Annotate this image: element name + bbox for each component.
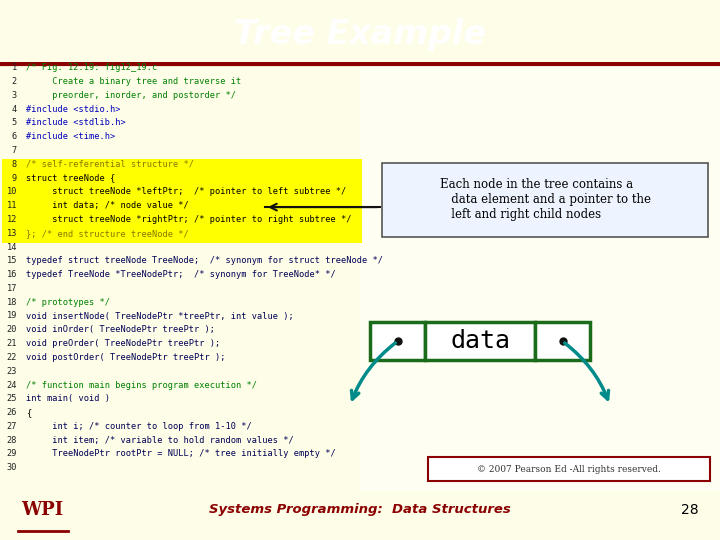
Text: 1: 1 <box>12 63 17 72</box>
Text: #include <stdio.h>: #include <stdio.h> <box>26 105 120 113</box>
Text: WPI: WPI <box>22 501 64 519</box>
Text: 7: 7 <box>12 146 17 155</box>
Text: int data; /* node value */: int data; /* node value */ <box>26 201 189 210</box>
Text: Each node in the tree contains a
   data element and a pointer to the
   left an: Each node in the tree contains a data el… <box>439 178 650 221</box>
FancyBboxPatch shape <box>382 163 708 237</box>
Text: 11: 11 <box>6 201 17 210</box>
Text: 18: 18 <box>6 298 17 307</box>
Text: }; /* end structure treeNode */: }; /* end structure treeNode */ <box>26 229 189 238</box>
Text: int item; /* variable to hold random values */: int item; /* variable to hold random val… <box>26 436 294 445</box>
Text: {: { <box>26 408 31 417</box>
Text: data: data <box>450 329 510 353</box>
Text: 12: 12 <box>6 215 17 224</box>
Text: 22: 22 <box>6 353 17 362</box>
Text: 10: 10 <box>6 187 17 197</box>
Text: 17: 17 <box>6 284 17 293</box>
Text: 4: 4 <box>12 105 17 113</box>
Bar <box>2 173 362 187</box>
Text: 13: 13 <box>6 229 17 238</box>
Text: 21: 21 <box>6 339 17 348</box>
Text: 2: 2 <box>12 77 17 86</box>
Text: 6: 6 <box>12 132 17 141</box>
Text: /* self-referential structure */: /* self-referential structure */ <box>26 160 194 168</box>
Text: void insertNode( TreeNodePtr *treePtr, int value );: void insertNode( TreeNodePtr *treePtr, i… <box>26 312 294 321</box>
Text: 28: 28 <box>681 503 698 517</box>
FancyBboxPatch shape <box>428 457 710 481</box>
Text: struct treeNode *leftPtr;  /* pointer to left subtree */: struct treeNode *leftPtr; /* pointer to … <box>26 187 346 197</box>
Text: typedef TreeNode *TreeNodePtr;  /* synonym for TreeNode* */: typedef TreeNode *TreeNodePtr; /* synony… <box>26 270 336 279</box>
Text: /* prototypes */: /* prototypes */ <box>26 298 110 307</box>
Bar <box>2 159 362 174</box>
Text: /* function main begins program execution */: /* function main begins program executio… <box>26 381 257 389</box>
Text: void inOrder( TreeNodePtr treePtr );: void inOrder( TreeNodePtr treePtr ); <box>26 325 215 334</box>
Text: 24: 24 <box>6 381 17 389</box>
Text: 27: 27 <box>6 422 17 431</box>
Text: 20: 20 <box>6 325 17 334</box>
Text: preorder, inorder, and postorder */: preorder, inorder, and postorder */ <box>26 91 236 100</box>
Bar <box>2 228 362 242</box>
Text: #include <time.h>: #include <time.h> <box>26 132 115 141</box>
Text: Create a binary tree and traverse it: Create a binary tree and traverse it <box>26 77 241 86</box>
Text: #include <stdlib.h>: #include <stdlib.h> <box>26 118 126 127</box>
FancyBboxPatch shape <box>360 62 720 491</box>
Text: 3: 3 <box>12 91 17 100</box>
Bar <box>2 200 362 215</box>
Text: 30: 30 <box>6 463 17 472</box>
Text: int i; /* counter to loop from 1-10 */: int i; /* counter to loop from 1-10 */ <box>26 422 252 431</box>
Text: 9: 9 <box>12 173 17 183</box>
Text: int main( void ): int main( void ) <box>26 394 110 403</box>
Text: void postOrder( TreeNodePtr treePtr );: void postOrder( TreeNodePtr treePtr ); <box>26 353 225 362</box>
Bar <box>535 322 590 360</box>
Text: struct treeNode *rightPtr; /* pointer to right subtree */: struct treeNode *rightPtr; /* pointer to… <box>26 215 351 224</box>
Text: Tree Example: Tree Example <box>234 18 486 51</box>
Text: 25: 25 <box>6 394 17 403</box>
Text: struct treeNode {: struct treeNode { <box>26 173 115 183</box>
Text: 23: 23 <box>6 367 17 376</box>
Text: 5: 5 <box>12 118 17 127</box>
Bar <box>370 322 425 360</box>
Text: 8: 8 <box>12 160 17 168</box>
Bar <box>2 214 362 229</box>
Text: © 2007 Pearson Ed -All rights reserved.: © 2007 Pearson Ed -All rights reserved. <box>477 465 661 474</box>
Text: 15: 15 <box>6 256 17 265</box>
Text: void preOrder( TreeNodePtr treePtr );: void preOrder( TreeNodePtr treePtr ); <box>26 339 220 348</box>
Text: TreeNodePtr rootPtr = NULL; /* tree initially empty */: TreeNodePtr rootPtr = NULL; /* tree init… <box>26 449 336 458</box>
Text: 26: 26 <box>6 408 17 417</box>
Text: Systems Programming:  Data Structures: Systems Programming: Data Structures <box>209 503 511 516</box>
Text: 29: 29 <box>6 449 17 458</box>
Bar <box>425 322 535 360</box>
Text: typedef struct treeNode TreeNode;  /* synonym for struct treeNode */: typedef struct treeNode TreeNode; /* syn… <box>26 256 383 265</box>
Text: /* Fig. 12.19: fig12_19.c: /* Fig. 12.19: fig12_19.c <box>26 63 157 72</box>
Text: 14: 14 <box>6 242 17 252</box>
Text: 19: 19 <box>6 312 17 321</box>
Text: 16: 16 <box>6 270 17 279</box>
Text: 28: 28 <box>6 436 17 445</box>
Bar <box>2 186 362 201</box>
